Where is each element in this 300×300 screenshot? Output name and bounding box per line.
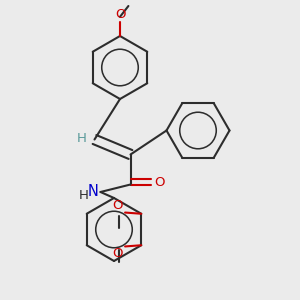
Text: O: O	[115, 8, 125, 21]
Text: O: O	[154, 176, 165, 189]
Text: O: O	[112, 247, 122, 260]
Text: H: H	[77, 131, 87, 145]
Text: O: O	[112, 199, 122, 212]
Text: N: N	[87, 184, 98, 199]
Text: H: H	[79, 189, 89, 202]
